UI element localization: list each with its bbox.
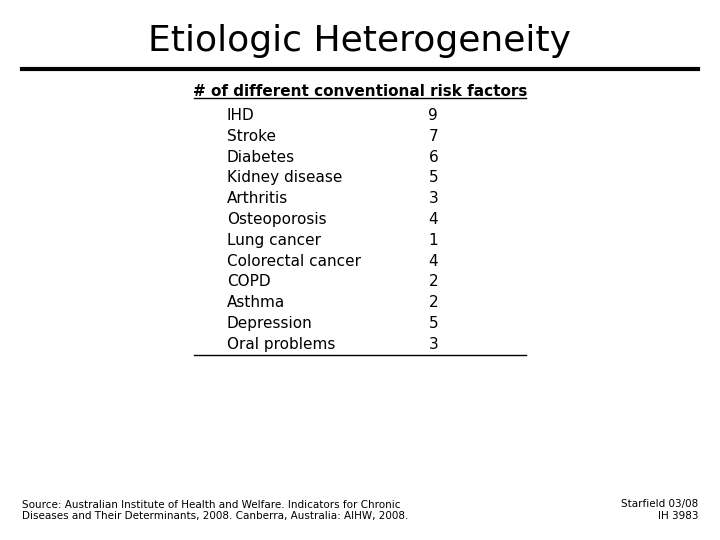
Text: COPD: COPD — [227, 274, 271, 289]
Text: 3: 3 — [428, 337, 438, 352]
Text: Asthma: Asthma — [227, 295, 285, 310]
Text: 2: 2 — [428, 295, 438, 310]
Text: 1: 1 — [428, 233, 438, 248]
Text: 4: 4 — [428, 212, 438, 227]
Text: Depression: Depression — [227, 316, 312, 331]
Text: Oral problems: Oral problems — [227, 337, 336, 352]
Text: Stroke: Stroke — [227, 129, 276, 144]
Text: # of different conventional risk factors: # of different conventional risk factors — [193, 84, 527, 99]
Text: Osteoporosis: Osteoporosis — [227, 212, 326, 227]
Text: Colorectal cancer: Colorectal cancer — [227, 254, 361, 268]
Text: 2: 2 — [428, 274, 438, 289]
Text: Arthritis: Arthritis — [227, 191, 288, 206]
Text: 5: 5 — [428, 316, 438, 331]
Text: 9: 9 — [428, 108, 438, 123]
Text: Lung cancer: Lung cancer — [227, 233, 321, 248]
Text: Kidney disease: Kidney disease — [227, 170, 342, 185]
Text: Starfield 03/08
IH 3983: Starfield 03/08 IH 3983 — [621, 500, 698, 521]
Text: 5: 5 — [428, 170, 438, 185]
Text: 3: 3 — [428, 191, 438, 206]
Text: 7: 7 — [428, 129, 438, 144]
Text: IHD: IHD — [227, 108, 255, 123]
Text: Etiologic Heterogeneity: Etiologic Heterogeneity — [148, 24, 572, 58]
Text: Diabetes: Diabetes — [227, 150, 295, 165]
Text: 4: 4 — [428, 254, 438, 268]
Text: 6: 6 — [428, 150, 438, 165]
Text: Source: Australian Institute of Health and Welfare. Indicators for Chronic
Disea: Source: Australian Institute of Health a… — [22, 500, 408, 521]
